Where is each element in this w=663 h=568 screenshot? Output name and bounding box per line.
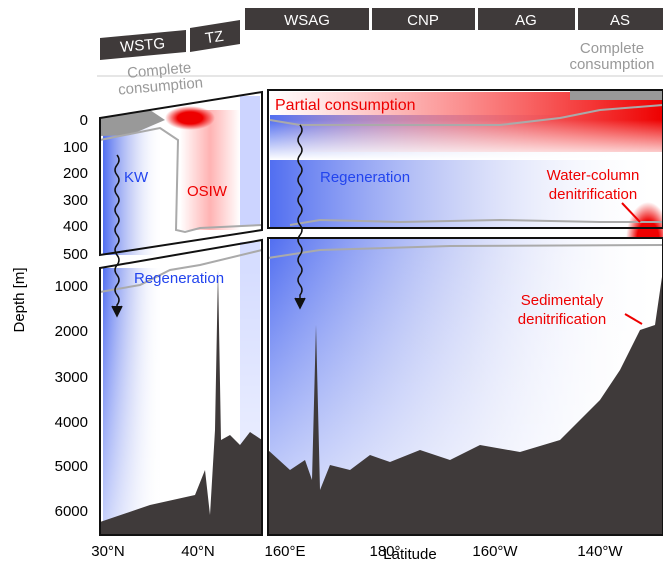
y-ticks: 0 100 200 300 400 500 1000 2000 3000 4000 5000 6000	[55, 112, 88, 520]
annotation: KW	[124, 169, 149, 186]
y-tick-label: 200	[63, 165, 88, 182]
header: WSTG TZ WSAG CNP AG AS	[100, 8, 663, 60]
x-ticks: 30°N 40°N 160°E 180° 160°W 140°W	[91, 543, 623, 560]
y-tick-label: 300	[63, 192, 88, 209]
y-tick-label: 2000	[55, 323, 88, 340]
axis-label: Depth [m]	[11, 267, 28, 332]
y-tick-label: 1000	[55, 278, 88, 295]
shape	[570, 91, 663, 100]
y-tick-label: 500	[63, 246, 88, 263]
annotation: Partial consumption	[275, 97, 416, 114]
y-tick-label: 6000	[55, 503, 88, 520]
text-line: denitrification	[518, 311, 606, 328]
region-label: AG	[515, 12, 537, 29]
x-tick-label: 30°N	[91, 543, 125, 560]
y-tick-label: 100	[63, 139, 88, 156]
annotation: Regeneration	[320, 169, 410, 186]
y-tick-label: 4000	[55, 414, 88, 431]
y-tick-label: 3000	[55, 369, 88, 386]
x-tick-label: 140°W	[577, 543, 623, 560]
y-tick-label: 0	[80, 112, 88, 129]
x-tick-label: 180°	[369, 543, 400, 560]
text-line: consumption	[569, 56, 654, 73]
y-tick-label: 400	[63, 218, 88, 235]
x-tick-label: 40°N	[181, 543, 215, 560]
x-tick-label: 160°W	[472, 543, 518, 560]
x-tick-label: 160°E	[264, 543, 305, 560]
panel	[268, 238, 663, 535]
shape	[240, 96, 260, 226]
annotation: Regeneration	[134, 270, 224, 287]
region-label: AS	[610, 12, 630, 29]
shape	[165, 106, 215, 130]
region-label: TZ	[204, 28, 225, 47]
annotation: Completeconsumption	[116, 58, 204, 98]
diagram: WSTG TZ WSAG CNP AG AS Completeconsumpti…	[0, 0, 663, 563]
region-label: CNP	[407, 12, 439, 29]
text-line: Complete	[580, 40, 644, 57]
text-line: denitrification	[549, 186, 637, 203]
region-label: WSAG	[284, 12, 330, 29]
y-tick-label: 5000	[55, 458, 88, 475]
text-line: Sedimentaly	[521, 292, 604, 309]
annotation: OSIW	[187, 183, 228, 200]
text-line: Water-column	[547, 167, 640, 184]
